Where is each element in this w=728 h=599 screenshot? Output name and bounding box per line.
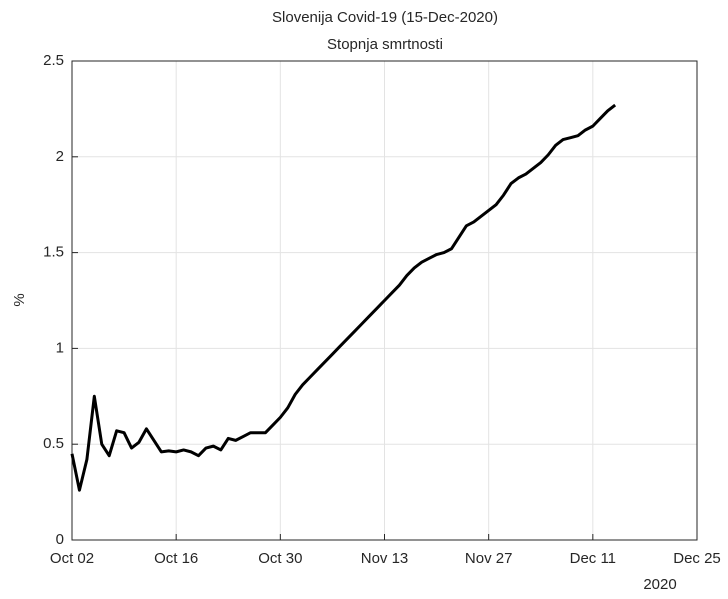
x-tick-label: Oct 02 bbox=[50, 550, 94, 567]
y-tick-label: 0.5 bbox=[43, 435, 64, 452]
x-tick-label: Dec 11 bbox=[570, 550, 616, 567]
chart-title: Slovenija Covid-19 (15-Dec-2020) bbox=[272, 9, 498, 26]
x-tick-label: Oct 16 bbox=[154, 550, 198, 567]
y-tick-label: 2 bbox=[56, 148, 64, 165]
x-year-label: 2020 bbox=[643, 576, 676, 593]
data-line bbox=[70, 103, 617, 492]
x-tick-label: Dec 25 bbox=[673, 550, 721, 567]
chart-subtitle: Stopnja smrtnosti bbox=[327, 36, 443, 53]
y-tick-label: 1 bbox=[56, 339, 64, 356]
y-tick-label: 2.5 bbox=[43, 52, 64, 69]
y-axis-label: % bbox=[11, 293, 28, 306]
x-tick-label: Oct 30 bbox=[258, 550, 302, 567]
y-tick-label: 1.5 bbox=[43, 244, 64, 261]
x-tick-label: Nov 13 bbox=[361, 550, 409, 567]
x-tick-label: Nov 27 bbox=[465, 550, 513, 567]
y-tick-label: 0 bbox=[56, 531, 64, 548]
axes-box bbox=[71, 60, 698, 541]
